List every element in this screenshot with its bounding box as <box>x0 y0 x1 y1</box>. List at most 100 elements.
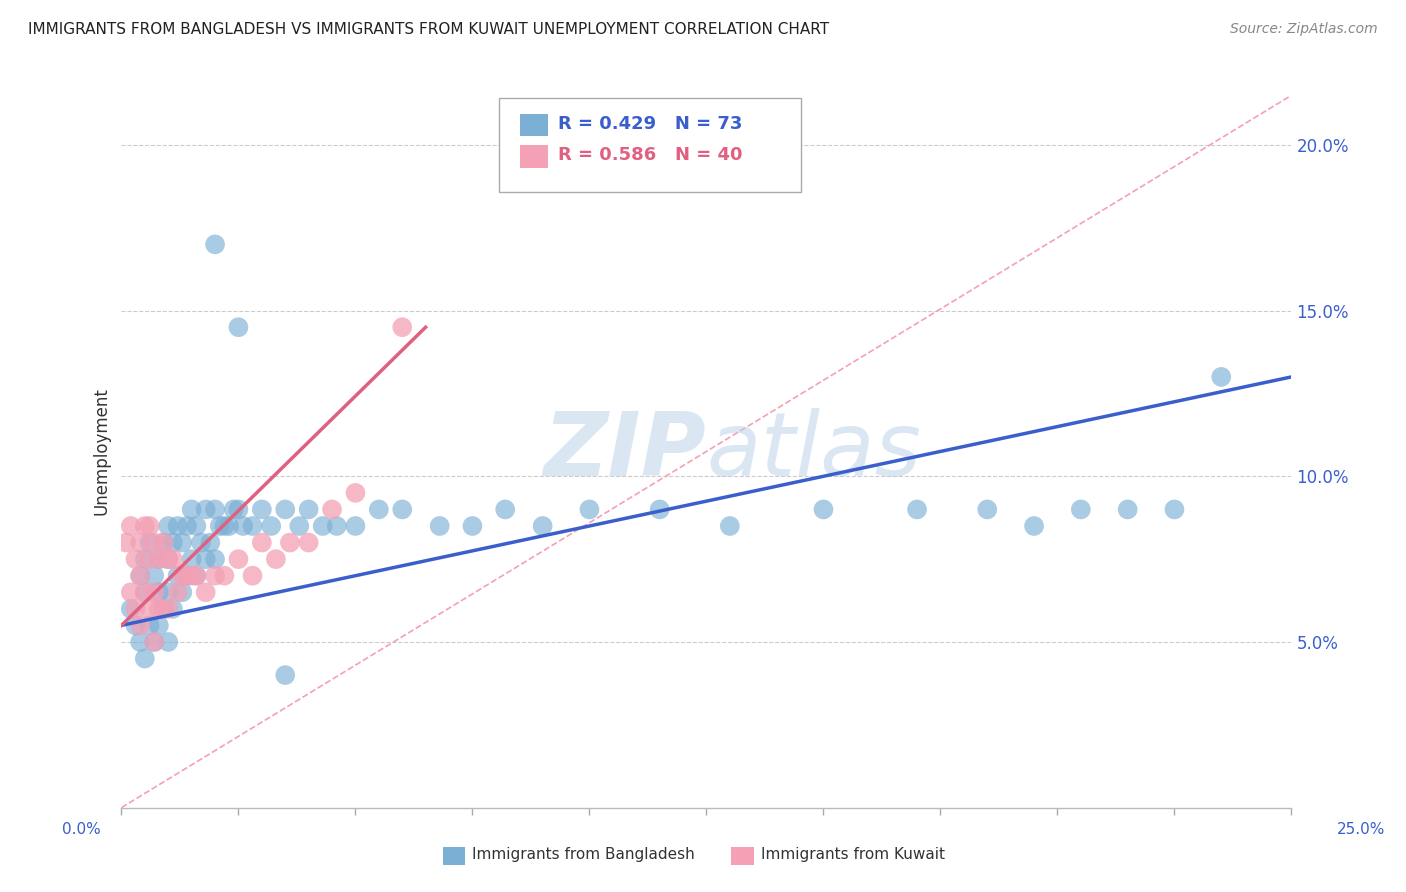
Point <box>115 535 138 549</box>
Point <box>194 502 217 516</box>
Point <box>148 602 170 616</box>
Point <box>228 502 250 516</box>
Point <box>344 519 367 533</box>
Point <box>204 552 226 566</box>
Point <box>148 585 170 599</box>
Point <box>138 519 160 533</box>
Point <box>129 635 152 649</box>
Point <box>298 535 321 549</box>
Point <box>157 585 180 599</box>
Point <box>242 519 264 533</box>
Point <box>124 602 146 616</box>
Point <box>120 585 142 599</box>
Point <box>138 535 160 549</box>
Point <box>344 486 367 500</box>
Point <box>298 502 321 516</box>
Point <box>152 602 174 616</box>
Point <box>204 502 226 516</box>
Point <box>129 568 152 582</box>
Point <box>176 568 198 582</box>
Point <box>242 568 264 582</box>
Point <box>166 519 188 533</box>
Point <box>274 502 297 516</box>
Point <box>166 568 188 582</box>
Point <box>531 519 554 533</box>
Point <box>138 602 160 616</box>
Point <box>578 502 600 516</box>
Point <box>429 519 451 533</box>
Point <box>162 602 184 616</box>
Text: Source: ZipAtlas.com: Source: ZipAtlas.com <box>1230 22 1378 37</box>
Point <box>214 568 236 582</box>
Y-axis label: Unemployment: Unemployment <box>93 387 110 516</box>
Point <box>176 568 198 582</box>
Point <box>134 552 156 566</box>
Point <box>208 519 231 533</box>
Point <box>194 552 217 566</box>
Point <box>138 618 160 632</box>
Point <box>162 535 184 549</box>
Point <box>162 552 184 566</box>
Point <box>214 519 236 533</box>
Point <box>494 502 516 516</box>
Point <box>180 552 202 566</box>
Point <box>186 519 208 533</box>
Point <box>250 502 273 516</box>
Point <box>129 568 152 582</box>
Point <box>264 552 287 566</box>
Point <box>134 519 156 533</box>
Point <box>718 519 741 533</box>
Point <box>288 519 311 533</box>
Point <box>222 502 245 516</box>
Point <box>148 552 170 566</box>
Point <box>148 618 170 632</box>
Point <box>260 519 283 533</box>
Point <box>120 519 142 533</box>
Point <box>1163 502 1185 516</box>
Point <box>905 502 928 516</box>
Point <box>391 320 413 334</box>
Point <box>461 519 484 533</box>
Point <box>1070 502 1092 516</box>
Point <box>391 502 413 516</box>
Point <box>648 502 671 516</box>
Point <box>186 568 208 582</box>
Point <box>172 568 194 582</box>
Point <box>120 602 142 616</box>
Point <box>228 552 250 566</box>
Point <box>138 552 160 566</box>
Text: ZIP: ZIP <box>544 408 706 495</box>
Point <box>176 519 198 533</box>
Point <box>124 552 146 566</box>
Point <box>129 535 152 549</box>
Point <box>134 651 156 665</box>
Point <box>194 585 217 599</box>
Point <box>190 535 212 549</box>
Point <box>312 519 335 533</box>
Point <box>143 568 166 582</box>
Text: atlas: atlas <box>706 409 921 494</box>
Point <box>124 618 146 632</box>
Point <box>152 535 174 549</box>
Point <box>134 585 156 599</box>
Point <box>1211 370 1233 384</box>
Point <box>143 635 166 649</box>
Point <box>143 535 166 549</box>
Point <box>180 502 202 516</box>
Point <box>976 502 998 516</box>
Text: R = 0.429   N = 73: R = 0.429 N = 73 <box>558 115 742 133</box>
Text: Immigrants from Kuwait: Immigrants from Kuwait <box>761 847 945 862</box>
Point <box>204 568 226 582</box>
Point <box>166 585 188 599</box>
Text: R = 0.586   N = 40: R = 0.586 N = 40 <box>558 146 742 164</box>
Point <box>172 535 194 549</box>
Point <box>204 237 226 252</box>
Point <box>813 502 835 516</box>
Text: 0.0%: 0.0% <box>62 822 101 837</box>
Point <box>321 502 343 516</box>
Point <box>278 535 301 549</box>
Point <box>157 552 180 566</box>
Point <box>200 535 222 549</box>
Point <box>1116 502 1139 516</box>
Point <box>143 585 166 599</box>
